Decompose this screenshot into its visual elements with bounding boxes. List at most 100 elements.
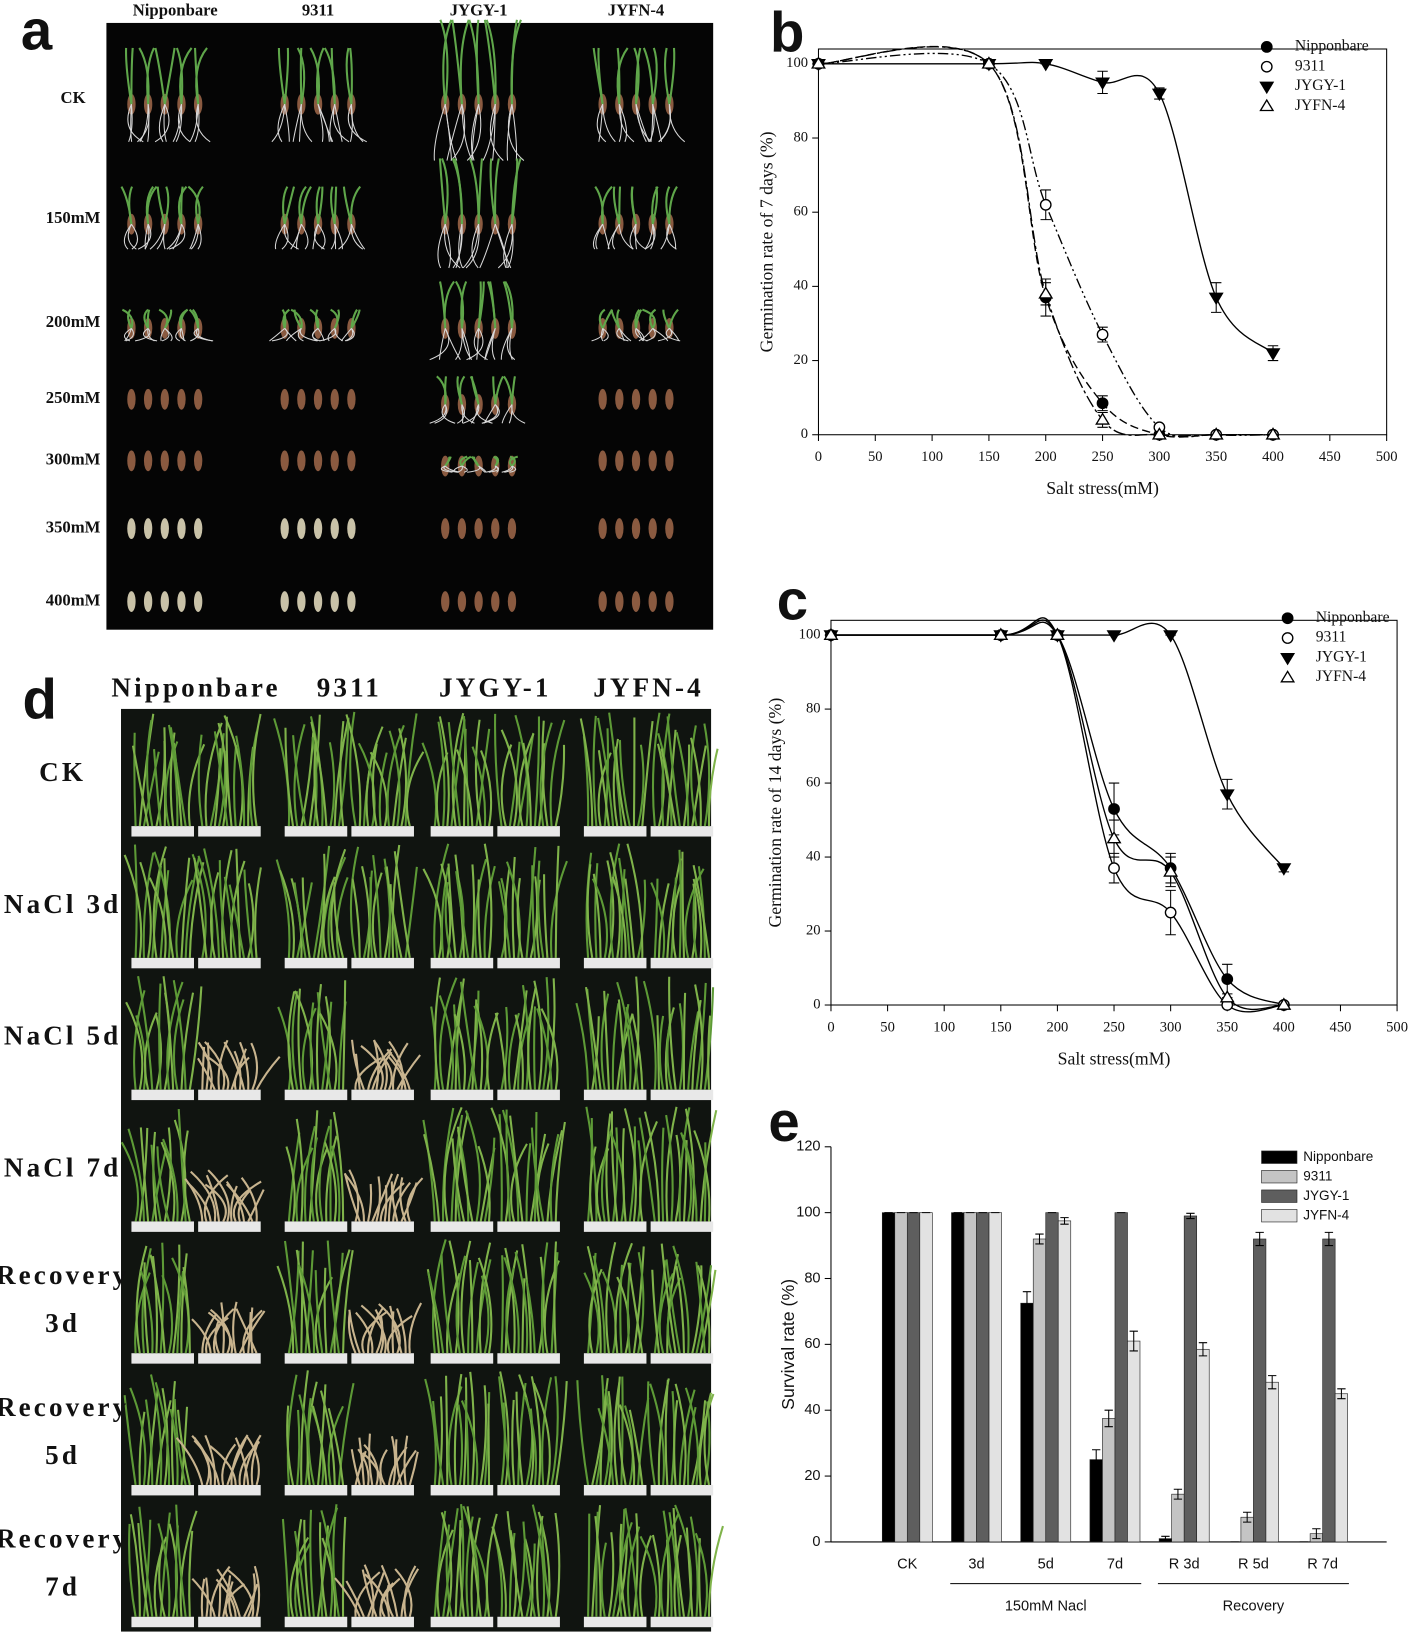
leaf [438,977,458,1090]
root [438,328,446,360]
leaf [665,1106,678,1222]
leaf [204,1041,226,1090]
shoot [494,158,500,225]
leaf [575,1002,590,1090]
leaf [213,731,229,827]
root [327,328,336,342]
leaf [213,748,222,827]
seed [177,388,186,410]
root [465,224,480,269]
shoot [439,19,449,105]
leaf [332,1504,340,1617]
leaf [214,1319,220,1354]
leaf [501,1109,520,1222]
leaf [396,1308,407,1354]
leaf [517,1382,527,1486]
leaf [707,748,719,827]
root [125,328,134,342]
y-tick-label: 80 [804,1270,820,1286]
leaf [169,1408,179,1486]
leaf [212,1308,235,1354]
leaf [378,752,388,827]
leaf [180,992,195,1090]
leaf [404,713,418,827]
leaf [500,1402,506,1486]
leaf [123,854,143,959]
leaf [363,1444,379,1486]
leaf [639,1535,658,1617]
seed [615,591,624,612]
root [650,104,654,142]
leaf [281,1518,290,1617]
leaf [473,1542,488,1617]
shoot [509,455,516,467]
seed [160,388,169,410]
shoot [483,19,497,105]
row-label: CK [39,757,86,787]
leaf [163,858,175,959]
leaf [632,976,640,1090]
leaf [649,1383,665,1486]
leaf [587,1513,591,1617]
leaf [234,1437,250,1486]
leaf [375,1315,384,1354]
leaf [500,877,508,959]
pot [430,1616,494,1628]
leaf [341,1516,347,1617]
marker [1038,286,1054,299]
root [666,223,677,250]
root [462,404,480,424]
pot [650,1616,714,1628]
shoot [350,185,362,225]
legend-label: Nipponbare [1295,38,1369,55]
root [163,104,167,142]
leaf [142,852,155,958]
seed [330,450,339,472]
leaf [608,712,623,827]
x-axis-label: Salt stress(mM) [1046,478,1159,498]
shoot [315,186,321,225]
leaf [644,1111,661,1222]
panel-label: d [22,668,56,731]
leaf [243,869,254,959]
leaf [687,1011,700,1090]
seed [631,388,641,410]
leaf [467,1261,479,1354]
root [511,104,518,161]
legend-swatch [1261,1209,1298,1223]
shoot [163,186,170,225]
leaf [388,730,401,827]
root [635,104,647,143]
seed [297,450,306,472]
leaf [666,729,677,827]
pot [131,1484,194,1496]
leaf [625,1006,640,1090]
panel-label: a [21,0,53,61]
leaf [690,725,698,827]
leaf [703,1392,713,1486]
leaf [162,1138,179,1222]
leaf [537,860,545,959]
leaf [554,845,560,958]
shoot [470,376,480,405]
shoot [146,309,151,329]
leaf [221,1443,237,1486]
leaf [139,861,152,959]
leaf [524,1397,537,1486]
root [452,224,463,269]
root [195,104,211,143]
pot [497,1616,560,1628]
column-label: JYGY-1 [450,0,508,19]
pot [351,957,414,969]
seed [598,591,607,612]
leaf [477,879,482,958]
leaf [254,867,262,958]
shoot [438,158,447,225]
leaf [498,1114,503,1222]
pot [583,957,647,969]
leaf [232,744,238,827]
seed [665,388,674,410]
seed [330,388,339,410]
root [161,328,170,342]
leaf [586,1245,602,1354]
